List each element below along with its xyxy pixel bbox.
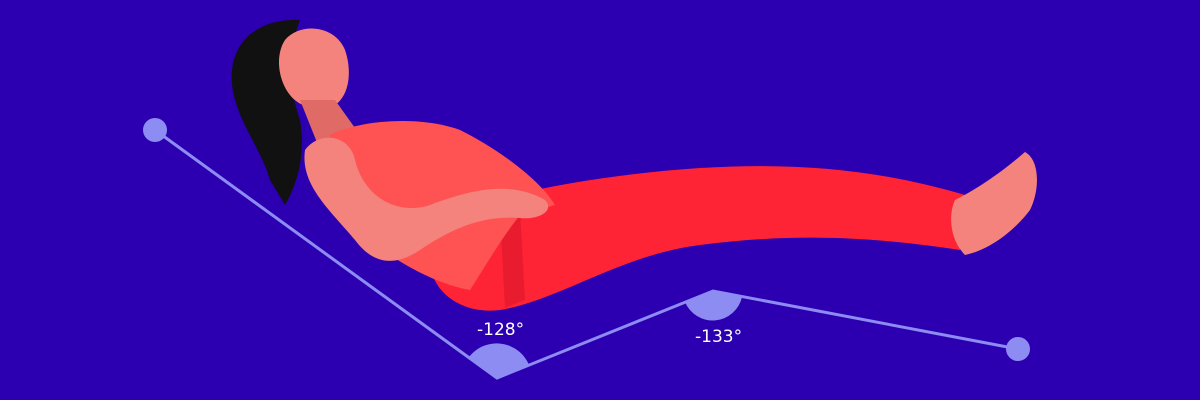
foot-joint-end-dot — [1006, 337, 1030, 361]
angle-arc-128 — [469, 343, 529, 378]
arm — [304, 137, 549, 261]
angle-label-hip: -128° — [477, 320, 525, 340]
feet — [951, 152, 1037, 255]
pants — [430, 166, 965, 311]
hip-joint-start-dot — [143, 118, 167, 142]
angle-label-knee: -133° — [695, 327, 743, 347]
pants-fold — [500, 210, 525, 308]
head — [278, 28, 349, 109]
body-angle-line — [154, 128, 1019, 380]
angle-arc-133 — [685, 291, 742, 321]
